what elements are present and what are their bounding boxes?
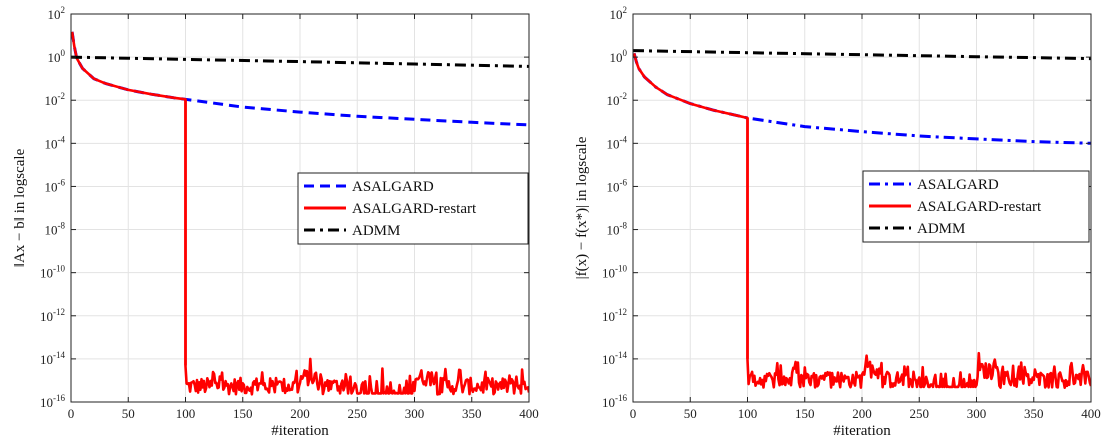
- x-tick-label: 200: [852, 406, 872, 421]
- series-line-admm: [71, 55, 529, 68]
- chart-panel-1: 0 50 100 150 200 250 300 350 400 10-16 10-14 10-12 1…: [12, 5, 539, 439]
- y-tick-label: 10-8: [45, 221, 66, 238]
- x-tick-label: 150: [795, 406, 815, 421]
- series-line-asalgard: [633, 52, 1091, 145]
- y-tick-label: 10-2: [45, 91, 66, 108]
- legend-label: ASALGARD: [917, 177, 999, 193]
- y-tick-label: 10-14: [602, 350, 627, 367]
- y-tick-label: 10-16: [40, 393, 65, 410]
- chart-panel-2: 0 50 100 150 200 250 300 350 400 10-16 10-14 10-12 1…: [574, 5, 1101, 439]
- series-line-admm: [633, 49, 1091, 61]
- x-axis-label: #iteration: [833, 423, 891, 439]
- x-tick-label: 50: [122, 406, 135, 421]
- series-line-asalgard: [71, 31, 529, 127]
- y-axis-label: |f(x) − f(x*)| in logscale: [574, 136, 590, 279]
- y-tick-label: 10-10: [602, 264, 627, 281]
- legend-label: ADMM: [352, 223, 400, 239]
- y-tick-label: 10-2: [607, 91, 628, 108]
- x-tick-label: 200: [290, 406, 310, 421]
- y-tick-label: 102: [610, 5, 628, 22]
- x-tick-label: 400: [1081, 406, 1101, 421]
- legend-label: ADMM: [917, 221, 965, 237]
- legend-label: ASALGARD: [352, 179, 434, 195]
- y-tick-label: 10-16: [602, 393, 627, 410]
- y-tick-label: 100: [610, 48, 628, 65]
- x-tick-label: 100: [176, 406, 196, 421]
- x-tick-label: 0: [68, 406, 75, 421]
- x-tick-label: 50: [684, 406, 697, 421]
- legend-label: ASALGARD-restart: [917, 199, 1042, 215]
- x-tick-label: 100: [738, 406, 758, 421]
- y-tick-label: 10-4: [607, 134, 628, 151]
- series-line-asalgard-restart: [71, 31, 529, 396]
- x-axis-label: #iteration: [271, 423, 329, 439]
- x-tick-label: 0: [630, 406, 637, 421]
- x-tick-label: 250: [910, 406, 930, 421]
- legend-label: ASALGARD-restart: [352, 201, 477, 217]
- y-tick-label: 10-12: [40, 307, 65, 324]
- x-tick-label: 300: [405, 406, 425, 421]
- x-tick-label: 250: [348, 406, 368, 421]
- y-tick-label: 10-8: [607, 221, 628, 238]
- y-tick-label: 10-14: [40, 350, 65, 367]
- y-tick-label: 10-4: [45, 134, 66, 151]
- x-tick-label: 300: [967, 406, 987, 421]
- y-tick-label: 10-6: [607, 177, 628, 194]
- y-tick-label: 100: [48, 48, 66, 65]
- legend: ASALGARD ASALGARD-restart ADMM: [862, 170, 1090, 243]
- y-axis-label: ‖Ax − b‖ in logscale: [12, 148, 28, 267]
- x-tick-label: 400: [519, 406, 539, 421]
- y-tick-label: 102: [48, 5, 66, 22]
- x-tick-label: 350: [1024, 406, 1044, 421]
- legend: ASALGARD ASALGARD-restart ADMM: [297, 172, 529, 245]
- series-line-asalgard-restart: [633, 52, 1091, 389]
- y-tick-label: 10-6: [45, 177, 66, 194]
- x-tick-label: 150: [233, 406, 253, 421]
- y-tick-label: 10-12: [602, 307, 627, 324]
- x-tick-label: 350: [462, 406, 482, 421]
- y-tick-label: 10-10: [40, 264, 65, 281]
